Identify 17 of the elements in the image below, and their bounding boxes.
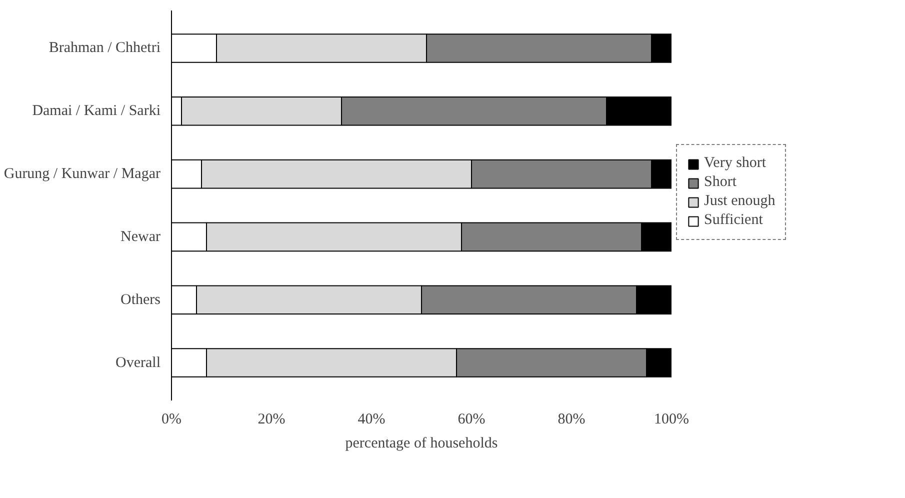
x-tick-label: 40% [358,412,386,428]
x-tick-label: 20% [258,412,286,428]
x-tick-label: 100% [654,412,689,428]
x-tick-label: 80% [558,412,586,428]
legend-label: Just enough [704,193,776,210]
x-axis-title: percentage of households [345,436,498,452]
x-tick-label: 60% [458,412,486,428]
legend-label: Very short [704,155,766,172]
y-tick-label: Gurung / Kunwar / Magar [4,166,161,182]
y-tick-label: Overall [116,354,161,371]
legend-label: Short [704,174,737,191]
x-tick-label: 0% [162,412,182,428]
y-tick-label: Newar [120,228,161,245]
legend-label: Sufficient [704,212,763,229]
y-tick-label: Damai / Kami / Sarki [32,103,161,120]
y-tick-label: Brahman / Chhetri [48,40,161,56]
y-tick-label: Others [120,292,161,308]
